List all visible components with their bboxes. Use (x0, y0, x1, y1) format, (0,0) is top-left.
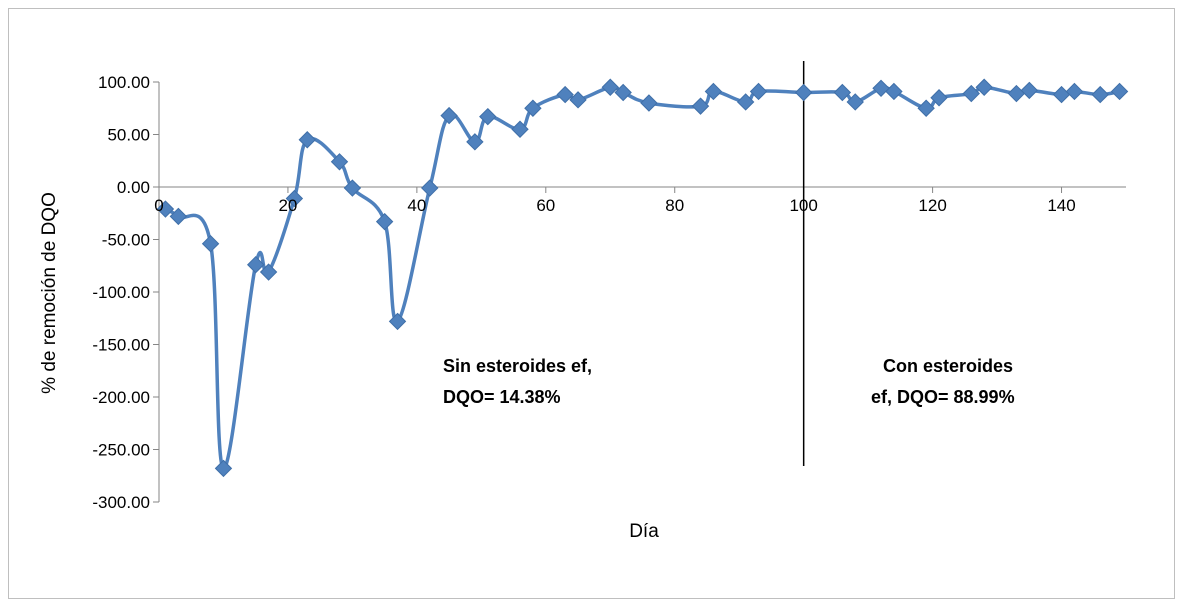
data-point-marker (285, 189, 304, 208)
data-point-marker (246, 255, 265, 274)
data-point-marker (169, 207, 188, 226)
data-point-marker (749, 82, 768, 101)
y-tick-label: -200.00 (92, 388, 150, 407)
y-tick-label: 50.00 (107, 126, 150, 145)
data-point-marker (885, 82, 903, 101)
x-tick-label: 80 (665, 196, 684, 215)
chart-area: % de remoción de DQO Día Sin esteroides … (8, 8, 1175, 599)
x-tick-label: 20 (278, 196, 297, 215)
data-point-marker (259, 263, 278, 281)
data-point-marker (201, 234, 220, 253)
data-point-marker (1020, 81, 1039, 100)
y-tick-label: -150.00 (92, 336, 150, 355)
annotation-sin-esteroides-line-2: DQO= 14.38% (443, 387, 561, 407)
data-point-marker (1110, 82, 1129, 101)
data-point-marker (917, 99, 935, 117)
data-point-marker (1052, 85, 1071, 104)
data-point-marker (524, 99, 542, 117)
chart-svg: % de remoción de DQO Día Sin esteroides … (39, 61, 1129, 542)
data-point-marker (479, 107, 497, 126)
x-tick-label: 140 (1047, 196, 1075, 215)
x-tick-label: 120 (918, 196, 946, 215)
data-point-marker (962, 84, 980, 103)
y-tick-label: 100.00 (98, 73, 150, 92)
data-point-marker (975, 78, 993, 96)
annotation-con-esteroides-line-2: ef, DQO= 88.99% (871, 387, 1015, 407)
data-point-marker (930, 89, 948, 107)
data-point-marker (388, 312, 407, 331)
data-point-marker (614, 83, 632, 102)
x-axis-title: Día (629, 521, 659, 542)
annotation-con-esteroides-line-1: Con esteroides (883, 356, 1013, 376)
data-point-marker (640, 94, 658, 112)
x-tick-label: 0 (154, 196, 163, 215)
x-tick-label: 100 (789, 196, 817, 215)
data-point-marker (833, 83, 852, 102)
data-point-marker (872, 79, 890, 98)
data-point-marker (511, 120, 529, 138)
data-point-marker (343, 179, 362, 197)
data-point-marker (466, 133, 484, 151)
data-point-marker (704, 82, 723, 101)
y-tick-label: -300.00 (92, 493, 150, 512)
data-point-marker (298, 131, 316, 149)
x-tick-label: 40 (407, 196, 426, 215)
data-point-marker (1065, 82, 1084, 101)
data-point-marker (156, 200, 175, 218)
data-point-marker (1007, 84, 1026, 103)
data-point-marker (421, 179, 439, 197)
data-point-marker (330, 153, 349, 171)
data-point-marker (846, 93, 864, 111)
data-point-marker (794, 83, 813, 102)
data-point-marker (601, 78, 619, 96)
data-point-marker (440, 106, 458, 125)
data-point-marker (375, 212, 394, 231)
y-tick-label: -250.00 (92, 441, 150, 460)
y-tick-label: 0.00 (117, 178, 150, 197)
annotation-sin-esteroides-line-1: Sin esteroides ef, (443, 356, 592, 376)
data-point-marker (569, 91, 587, 109)
y-tick-label: -50.00 (102, 231, 150, 250)
y-axis-title: % de remoción de DQO (39, 192, 60, 394)
data-point-marker (556, 85, 574, 104)
y-tick-label: -100.00 (92, 283, 150, 302)
x-tick-label: 60 (536, 196, 555, 215)
data-point-marker (214, 459, 233, 478)
data-point-marker (691, 97, 710, 115)
data-point-marker (736, 93, 755, 111)
data-point-marker (1091, 85, 1109, 104)
